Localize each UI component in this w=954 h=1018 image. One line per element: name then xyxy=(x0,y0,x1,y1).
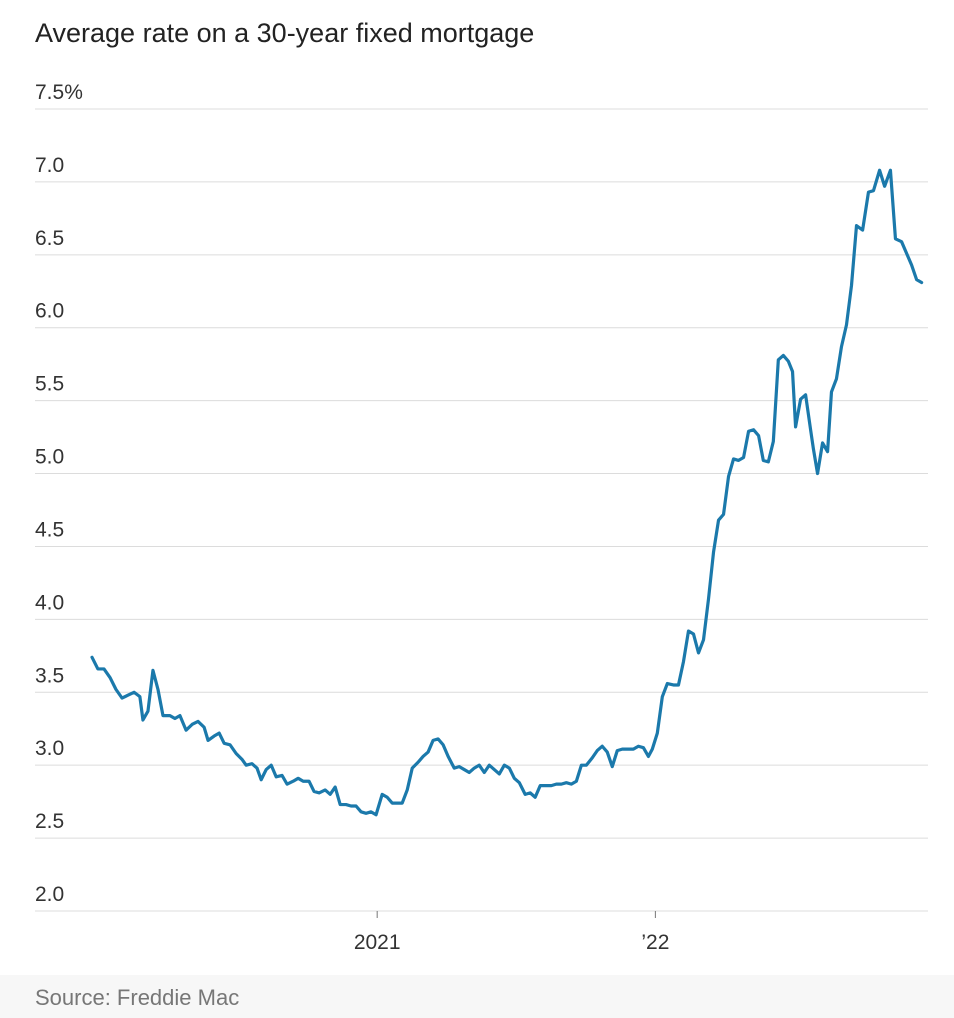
y-tick-label: 3.0 xyxy=(35,737,64,760)
y-tick-label: 6.0 xyxy=(35,300,64,323)
y-tick-label: 2.5 xyxy=(35,810,64,833)
y-tick-label: 2.0 xyxy=(35,883,64,906)
footer-band xyxy=(0,975,954,1018)
plot-area: 2.0 2.5 3.0 3.5 4.0 4.5 5.0 5.5 6.0 6.5 7.0 7.5% 202… xyxy=(35,81,928,954)
source: Source: Freddie Mac xyxy=(35,985,239,1010)
y-tick-label: 6.5 xyxy=(35,227,64,250)
y-tick-label: 3.5 xyxy=(35,664,64,687)
y-tick-label: 5.0 xyxy=(35,446,64,469)
y-tick-label: 7.0 xyxy=(35,154,64,177)
x-tick-label: 2021 xyxy=(354,931,401,954)
x-tick-label: ’22 xyxy=(641,931,669,954)
y-tick-label: 4.5 xyxy=(35,518,64,541)
y-tick-label: 7.5% xyxy=(35,81,83,104)
chart-title: Average rate on a 30-year fixed mortgage xyxy=(35,18,534,48)
y-tick-label: 4.0 xyxy=(35,591,64,614)
y-tick-label: 5.5 xyxy=(35,373,64,396)
line-series xyxy=(90,168,924,817)
